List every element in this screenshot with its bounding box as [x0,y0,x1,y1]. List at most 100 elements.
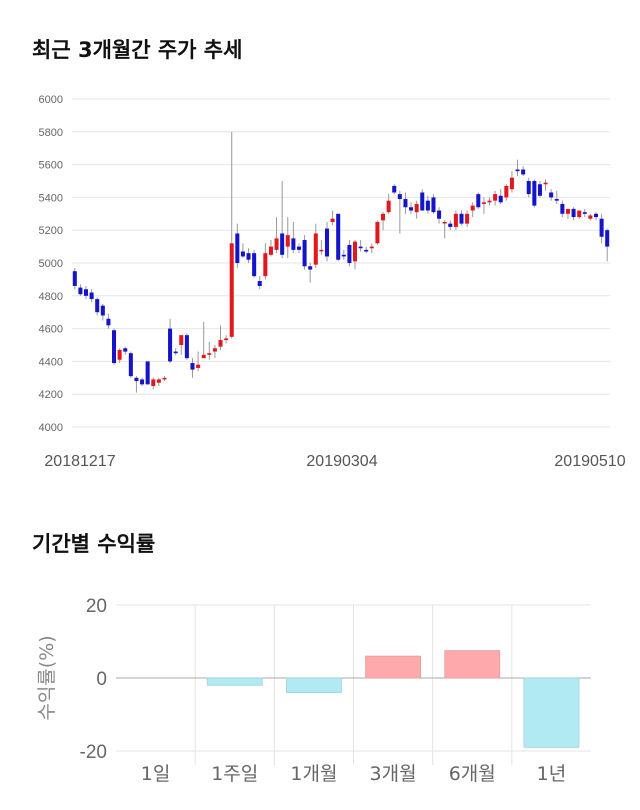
candle-down [409,207,414,211]
candle-down [392,185,397,193]
candle-down [526,181,531,195]
candle-down [190,363,195,370]
candle-down [173,351,178,354]
candle-down [100,305,105,316]
candle-up [218,340,223,347]
candle-up [156,379,161,383]
candle-down [112,330,117,364]
return-chart-title: 기간별 수익률 [32,532,156,556]
candle-up [224,338,229,341]
candle-down [246,253,251,260]
candle-down [257,281,262,286]
candle-down [140,379,145,385]
candle-up [381,213,386,221]
candle-up [319,249,324,252]
x-tick-label: 1일 [141,763,171,785]
candle-down [240,251,245,257]
x-tick-label: 1년 [537,763,567,785]
candle-down [605,230,610,247]
candle-down [123,348,128,352]
candle-down [347,244,352,263]
x-tick-label: 3개월 [370,763,417,785]
candle-down [134,377,139,382]
candle-up [543,182,548,185]
return-bar [444,650,501,679]
candle-up [493,194,498,201]
candle-down [308,266,313,270]
candle-up [212,348,217,352]
candle-down [358,246,363,249]
candle-down [437,210,442,219]
price-chart-title: 최근 3개월간 주가 추세 [32,38,243,62]
candle-down [532,181,537,206]
candle-down [72,271,77,286]
candle-down [476,194,481,208]
candle-up [465,213,470,224]
candle-up [201,354,206,359]
y-tick-label: 5800 [39,127,63,139]
y-tick-label: 5400 [39,192,63,204]
candle-down [83,289,89,296]
y-tick-label: 4000 [39,422,63,434]
candle-up [453,213,458,227]
y-tick-label: 4400 [39,356,63,368]
candlestick-chart: 6000 5800 5600 5400 5200 5000 4800 4600 4400 4200… [39,94,626,470]
y-tick-label: -20 [80,742,107,763]
candle-up [285,235,290,247]
candle-up [369,246,374,249]
candle-down [560,203,565,214]
return-bar [286,677,342,693]
x-tick-label: 20190510 [554,453,625,470]
candle-down [448,223,453,227]
y-tick-label: 5200 [39,225,63,237]
candle-down [78,287,83,295]
candle-down [336,213,341,260]
candle-up [504,185,509,198]
candle-up [151,379,156,386]
candle-down [296,246,301,250]
candle-down [235,233,240,263]
x-tick-label: 20190304 [306,453,377,470]
candle-down [302,240,307,267]
candle-down [145,361,150,385]
x-tick-label: 6개월 [449,763,496,785]
return-bar [206,677,263,686]
candle-down [106,318,111,326]
candle-down [431,197,436,213]
candle-down [599,218,604,237]
candle-up [229,243,234,337]
candle-down [324,228,330,257]
return-bar [523,677,580,748]
candle-up [196,364,201,368]
candle-down [582,212,587,214]
y-tick-label: 6000 [39,94,63,106]
candle-up [375,222,380,244]
candle-up [352,241,358,262]
candle-down [403,199,408,208]
candle-up [386,200,391,213]
candle-up [207,353,212,355]
x-tick-label: 20181217 [44,453,115,470]
candle-up [509,177,514,190]
y-tick-label: 0 [96,669,107,690]
candle-up [414,203,419,213]
candle-down [89,292,94,300]
candle-down [537,184,542,196]
candle-down [593,213,599,218]
candle-down [95,299,100,313]
candle-down [184,335,189,359]
candle-up [162,377,167,380]
candle-up [330,218,335,222]
candle-down [459,213,464,224]
y-axis-label: 수익률(%) [36,635,58,720]
candle-down [341,254,346,257]
candle-down [252,253,257,277]
candle-up [313,233,318,265]
y-tick-label: 5000 [39,258,63,270]
candle-down [425,200,430,211]
return-bar-chart: 20 0 -20 수익률(%) 1일 1주일 1개월 3개월 6개월 1년 [36,596,591,785]
candle-down [280,233,285,255]
candle-up [470,205,475,211]
candle-down [291,238,296,250]
y-tick-label: 4800 [39,291,63,303]
